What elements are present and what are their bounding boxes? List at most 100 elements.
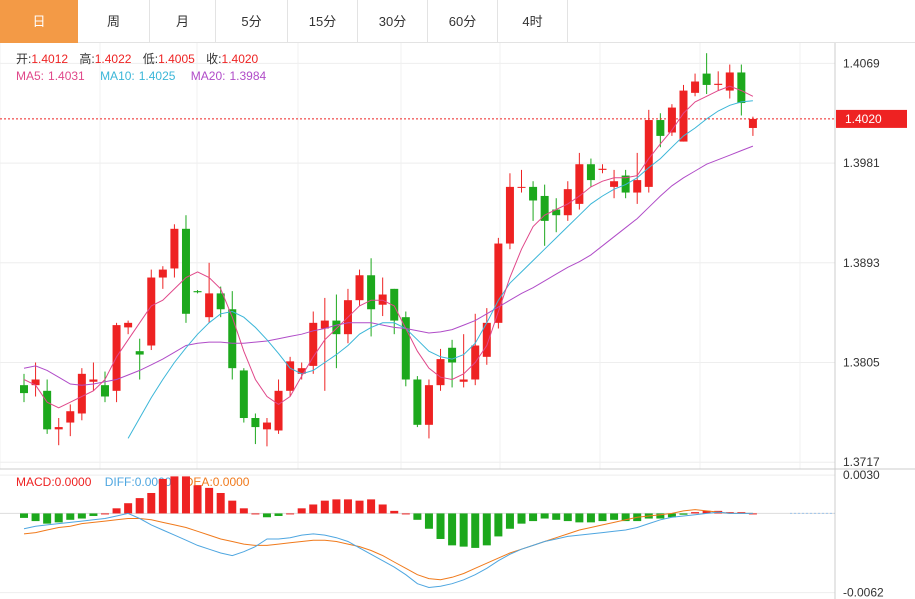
candle-body [575, 164, 584, 204]
indicator-lines [23, 85, 754, 589]
candlesticks [20, 53, 757, 447]
kline-chart[interactable]: 开:1.4012 高:1.4022 低:1.4005 收:1.4020 MA5:… [0, 43, 915, 599]
dea-value: 0.0000 [213, 475, 250, 489]
candle-body [216, 293, 225, 310]
candle-body [598, 168, 607, 170]
macd-bar [401, 513, 410, 515]
high-label: 高: [79, 51, 94, 66]
macd-bar [494, 513, 503, 537]
macd-bar [505, 513, 514, 529]
macd-bar [679, 513, 688, 515]
macd-bar [529, 513, 538, 522]
close-label: 收: [206, 52, 221, 66]
macd-bar [367, 499, 376, 514]
ma5-label: MA5: [16, 69, 44, 83]
macd-value: 0.0000 [55, 475, 92, 489]
macd-bar [459, 513, 468, 547]
macd-bar [702, 510, 711, 514]
macd-bar [598, 513, 607, 522]
tab-5min[interactable]: 5分 [216, 0, 288, 43]
candle-body [529, 186, 538, 201]
candle-body [459, 379, 468, 382]
current-price-badge [836, 109, 907, 128]
macd-bar [89, 513, 98, 516]
macd-tick-label: -0.0062 [843, 586, 884, 599]
macd-bar [552, 513, 561, 520]
ma5-line [23, 85, 754, 409]
candle-body [586, 164, 595, 181]
candle-body [66, 411, 75, 423]
candle-body [286, 361, 295, 391]
chart-area[interactable]: 开:1.4012 高:1.4022 低:1.4005 收:1.4020 MA5:… [0, 43, 915, 599]
low-label: 低: [143, 52, 158, 66]
open-value: 1.4012 [31, 52, 68, 66]
macd-bar [413, 513, 422, 520]
macd-bar [262, 513, 271, 518]
macd-bar [691, 512, 700, 514]
macd-bar [725, 512, 734, 514]
macd-bar [621, 513, 630, 522]
macd-bar [239, 508, 248, 514]
candle-body [378, 294, 387, 305]
candle-body [610, 181, 619, 187]
macd-bar [309, 504, 318, 514]
tab-month[interactable]: 月 [150, 0, 216, 43]
candle-body [355, 275, 364, 301]
candle-body [135, 351, 144, 355]
low-value: 1.4005 [158, 52, 195, 66]
tab-4hour[interactable]: 4时 [498, 0, 568, 43]
candle-body [540, 195, 549, 221]
current-price-label: 1.4020 [845, 112, 882, 126]
open-label: 开: [16, 52, 31, 66]
macd-bar [181, 476, 190, 514]
candle-body [390, 288, 399, 321]
candle-body [656, 120, 665, 136]
candle-body [748, 118, 757, 128]
macd-bar [610, 513, 619, 520]
tab-15min[interactable]: 15分 [288, 0, 358, 43]
macd-bar [124, 503, 133, 514]
diff-line [23, 511, 753, 589]
candle-body [262, 422, 271, 430]
macd-bar [31, 513, 40, 522]
candle-body [448, 347, 457, 363]
candle-body [228, 309, 237, 369]
candle-body [679, 90, 688, 142]
macd-bar [54, 513, 63, 523]
ma10-label: MA10: [100, 69, 135, 83]
tab-60min[interactable]: 60分 [428, 0, 498, 43]
macd-bar [286, 513, 295, 515]
price-tick-label: 1.4069 [843, 56, 880, 70]
diff-label: DIFF: [105, 475, 135, 489]
macd-bar [332, 499, 341, 514]
candle-body [77, 373, 86, 414]
candle-body [54, 427, 63, 430]
tab-day[interactable]: 日 [0, 0, 78, 43]
candle-body [401, 317, 410, 380]
macd-bar [66, 513, 75, 520]
macd-bar [135, 498, 144, 514]
ma20-line [23, 145, 754, 386]
candle-body [482, 322, 491, 357]
macd-bar [205, 487, 214, 514]
info-line-1: 开:1.4012 高:1.4022 低:1.4005 收:1.4020 [16, 51, 259, 66]
macd-bar [482, 513, 491, 546]
price-tick-label: 1.3805 [843, 356, 880, 370]
price-tick-label: 1.3717 [843, 455, 880, 469]
candle-body [31, 379, 40, 386]
macd-bar [193, 485, 202, 514]
candle-body [100, 385, 109, 397]
info-line-2: MA5: 1.4031 MA10: 1.4025 MA20: 1.3984 [16, 69, 267, 83]
candle-body [309, 322, 318, 366]
candle-body [320, 320, 329, 329]
tab-30min[interactable]: 30分 [358, 0, 428, 43]
macd-bar [390, 510, 399, 514]
macd-bar [228, 500, 237, 514]
candle-body [147, 277, 156, 346]
candle-body [563, 189, 572, 216]
macd-bar [575, 513, 584, 523]
tab-week[interactable]: 周 [78, 0, 150, 43]
ma20-value: 1.3984 [229, 69, 266, 83]
macd-bar [343, 499, 352, 514]
dea-line [23, 509, 753, 581]
